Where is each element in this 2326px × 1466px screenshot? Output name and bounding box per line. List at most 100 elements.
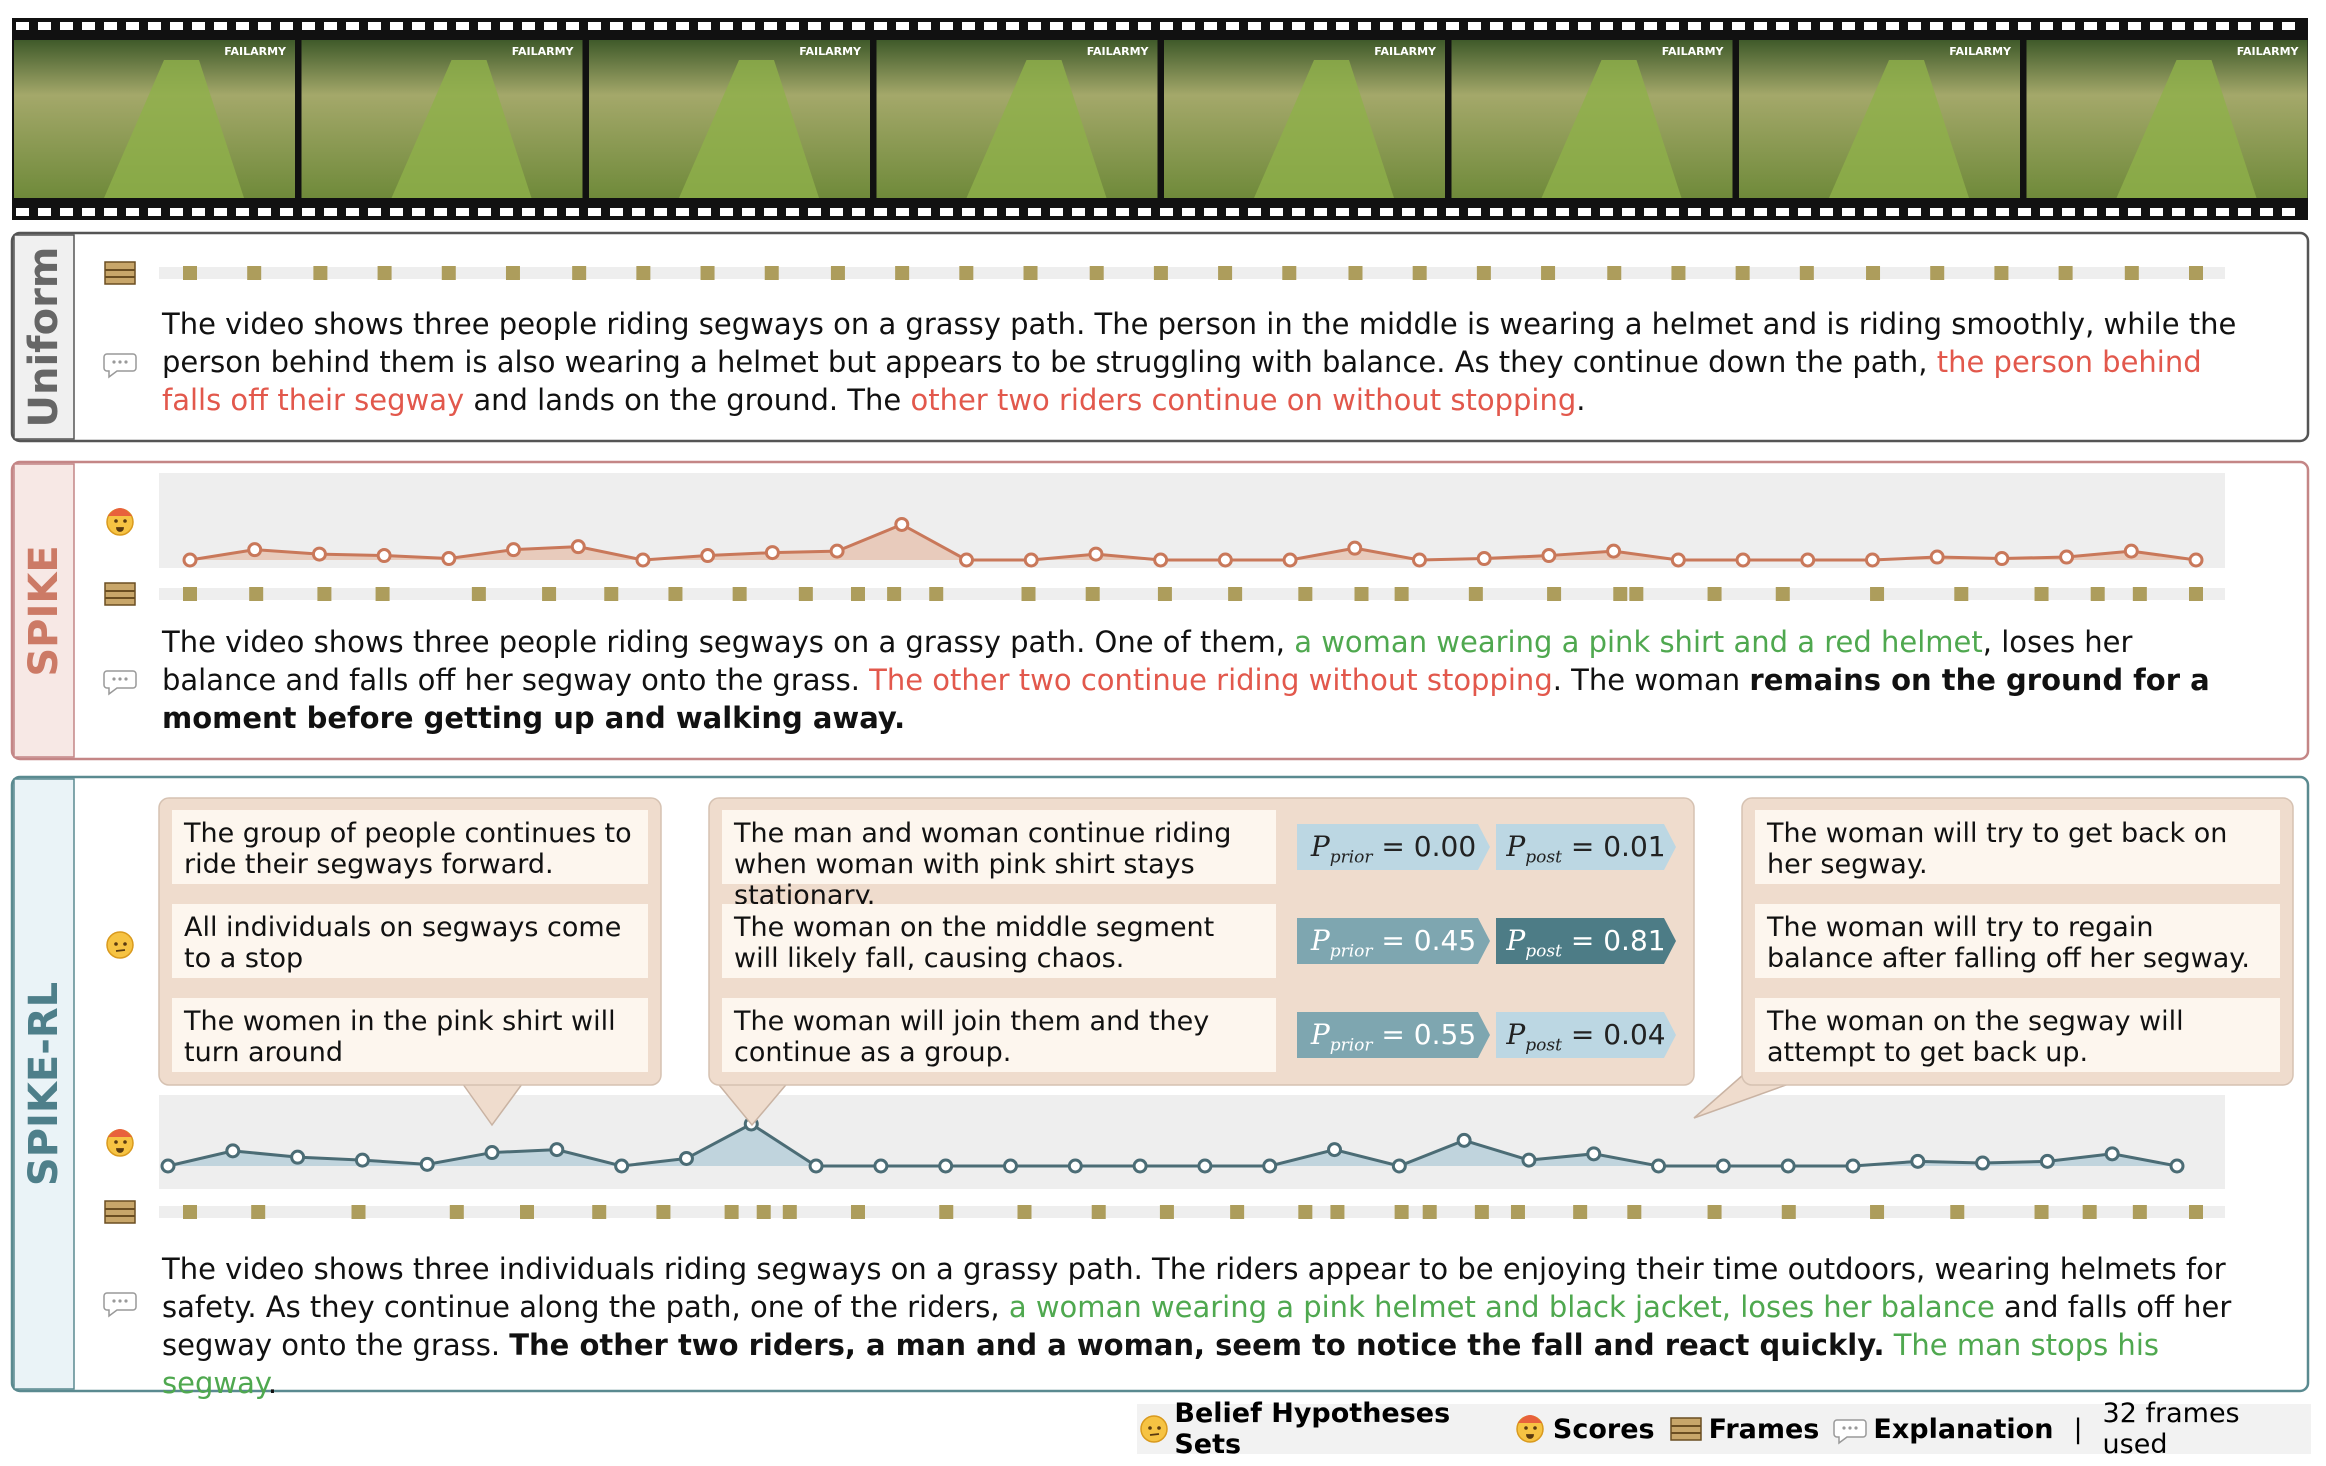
sprocket (610, 208, 623, 216)
icon-chat (103, 1292, 137, 1318)
hypothesis: The woman will try to regain balance aft… (1755, 904, 2280, 978)
icon-dot (1842, 1426, 1846, 1430)
sprocket (2084, 208, 2097, 216)
score-point (635, 552, 651, 568)
prob-equals: = (1381, 830, 1405, 863)
score-point (2059, 549, 2075, 565)
legend-icon (1669, 1417, 1702, 1441)
sprocket (1996, 208, 2009, 216)
icon-eye (1533, 1426, 1537, 1430)
sprocket (104, 22, 117, 30)
sprocket (126, 208, 139, 216)
score-point (2123, 543, 2139, 559)
probability-box: Pprior = 0.55 (1297, 1012, 1490, 1058)
frame-marker (1153, 266, 1168, 280)
grass-path (2116, 60, 2257, 198)
sprocket (2150, 22, 2163, 30)
frame-track (159, 267, 2225, 279)
frame-marker (1348, 266, 1363, 280)
legend-label: Scores (1552, 1413, 1655, 1445)
explanation-segment: . (894, 701, 906, 735)
score-point (484, 1145, 500, 1161)
icon-burst (1517, 1415, 1542, 1423)
explanation-segment: and lands on the ground. The (464, 383, 911, 417)
icon-box (104, 1200, 136, 1224)
sprocket (1050, 22, 1063, 30)
frame-marker (2124, 266, 2139, 280)
frame-marker (1671, 266, 1686, 280)
sprocket (2172, 208, 2185, 216)
frame-marker (592, 1205, 607, 1219)
sprocket (1644, 22, 1657, 30)
prob-equals: = (1381, 924, 1405, 957)
sprocket (874, 22, 887, 30)
frame-marker (1994, 266, 2009, 280)
probability-box: Ppost = 0.04 (1496, 1012, 1676, 1058)
sprocket (456, 208, 469, 216)
explanation-segment: and falls off her segway onto the grass. (162, 1290, 2232, 1362)
sprocket (38, 208, 51, 216)
sprocket (764, 22, 777, 30)
frame-track (159, 588, 2225, 600)
icon-dot (124, 360, 128, 364)
sprocket (236, 22, 249, 30)
sprocket (1578, 22, 1591, 30)
sprocket (1138, 208, 1151, 216)
icon-bubble (1833, 1419, 1868, 1445)
hypothesis: The woman on the middle segment will lik… (722, 904, 1276, 978)
icon-frames (1669, 1417, 1702, 1441)
icon-mouth (1149, 1433, 1160, 1436)
score-point (1411, 552, 1427, 568)
frame-marker (1781, 1205, 1796, 1219)
icon-eye (123, 942, 127, 946)
sprocket (1358, 22, 1371, 30)
sprocket (324, 208, 337, 216)
score-point (678, 1150, 694, 1166)
sprocket (1798, 208, 1811, 216)
sprocket (170, 22, 183, 30)
sprocket (192, 22, 205, 30)
frame-marker (782, 1205, 797, 1219)
prob-subscript: prior (1329, 941, 1373, 962)
sprocket (1248, 22, 1261, 30)
score-point (2039, 1153, 2055, 1169)
sprocket (2018, 22, 2031, 30)
icon-box (1669, 1417, 1702, 1441)
sprocket (1710, 208, 1723, 216)
sprocket (302, 22, 315, 30)
sprocket (214, 22, 227, 30)
watermark: FAILARMY (1087, 45, 1150, 58)
sprocket (16, 22, 29, 30)
score-point (1864, 552, 1880, 568)
frame-marker (1422, 1205, 1437, 1219)
icon-think (106, 931, 134, 959)
sprocket (1974, 208, 1987, 216)
grass-path (391, 60, 532, 198)
icon-dot (124, 1299, 128, 1303)
sprocket (2062, 22, 2075, 30)
explanation: The video shows three individuals riding… (162, 1250, 2237, 1402)
sprocket (1314, 22, 1327, 30)
score-point (1910, 1153, 1926, 1169)
sprocket (896, 22, 909, 30)
sprocket (1248, 208, 1261, 216)
frame-marker (1629, 587, 1644, 601)
legend-note: 32 frames used (2102, 1398, 2240, 1460)
sprocket (2216, 208, 2229, 216)
sprocket (1028, 208, 1041, 216)
score-point (311, 546, 327, 562)
sprocket (2062, 208, 2075, 216)
legend-label: Explanation (1873, 1413, 2054, 1445)
sprocket (170, 208, 183, 216)
score-point (808, 1158, 824, 1174)
hypothesis: The woman on the segway will attempt to … (1755, 998, 2280, 1072)
score-line (189, 522, 2197, 562)
sprocket (676, 208, 689, 216)
score-point (247, 542, 263, 558)
sprocket (1468, 208, 1481, 216)
frame-marker (542, 587, 557, 601)
sprocket (1292, 208, 1305, 216)
sprocket (1556, 22, 1569, 30)
watermark: FAILARMY (1662, 45, 1725, 58)
score-point (570, 539, 586, 555)
